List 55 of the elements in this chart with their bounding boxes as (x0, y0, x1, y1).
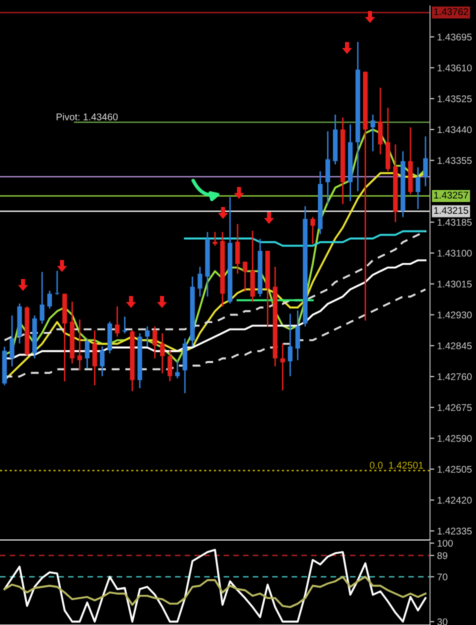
candlestick (325, 130, 330, 205)
candlestick (122, 316, 128, 334)
candlestick (168, 350, 172, 382)
y-tick-label: 1.42845 (438, 342, 472, 350)
y-tick-label: 1.43185 (438, 218, 472, 226)
candlestick (416, 166, 420, 210)
candlestick (423, 136, 428, 187)
ref-line-label: 0.0 1.42501 (370, 462, 424, 469)
candlestick (370, 114, 376, 152)
y-tick-label: 70 (437, 574, 448, 580)
y-tick-label: 1.43015 (438, 280, 472, 288)
y-tick-label: 1.42590 (438, 435, 472, 442)
candlestick (77, 318, 82, 372)
y-tick-label: 1.43610 (438, 64, 472, 72)
line-series (4, 576, 426, 608)
y-tick-label: 1.42420 (438, 496, 472, 504)
candlestick (84, 338, 90, 369)
candlestick (235, 223, 240, 274)
candlestick (212, 231, 218, 246)
line-series (4, 548, 426, 623)
candlestick (100, 346, 105, 377)
line-series (184, 230, 426, 247)
candlestick (47, 290, 52, 310)
y-tick-label: 89 (437, 552, 448, 560)
candlestick (175, 359, 180, 380)
candlestick (10, 314, 14, 368)
y-tick-label: 1.42505 (438, 466, 472, 473)
y-tick-label: 1.42335 (438, 528, 472, 535)
y-tick-label: 1.42675 (438, 404, 472, 412)
y-tick-label: 1.42760 (438, 373, 472, 380)
ref-line-label: Pivot: 1.43460 (56, 113, 118, 120)
ref-line-label: 1.43215 (434, 206, 468, 214)
y-tick-label: 1.43525 (438, 95, 472, 102)
candlestick (242, 261, 248, 292)
ref-line-label: 1.43257 (434, 192, 468, 199)
y-tick-label: 100 (438, 540, 453, 547)
candlestick (40, 271, 44, 324)
candlestick (145, 326, 150, 348)
y-tick-label: 30 (437, 618, 448, 625)
y-tick-label: 1.43440 (438, 126, 472, 134)
candlestick (295, 310, 300, 361)
candlestick (198, 266, 202, 298)
ref-line-label: 1.43762 (434, 8, 468, 16)
y-tick-label: 1.43355 (438, 157, 472, 164)
candlestick (114, 306, 120, 338)
candlestick (92, 330, 98, 386)
y-tick-label: 1.42930 (438, 312, 472, 318)
candlestick (310, 216, 316, 245)
candlestick (288, 312, 293, 377)
candlestick (280, 342, 285, 392)
candlestick (152, 326, 158, 360)
y-tick-label: 1.43100 (438, 250, 472, 257)
candlestick (160, 332, 165, 374)
y-tick-label: 1.43695 (438, 34, 472, 40)
candlestick (378, 87, 383, 155)
